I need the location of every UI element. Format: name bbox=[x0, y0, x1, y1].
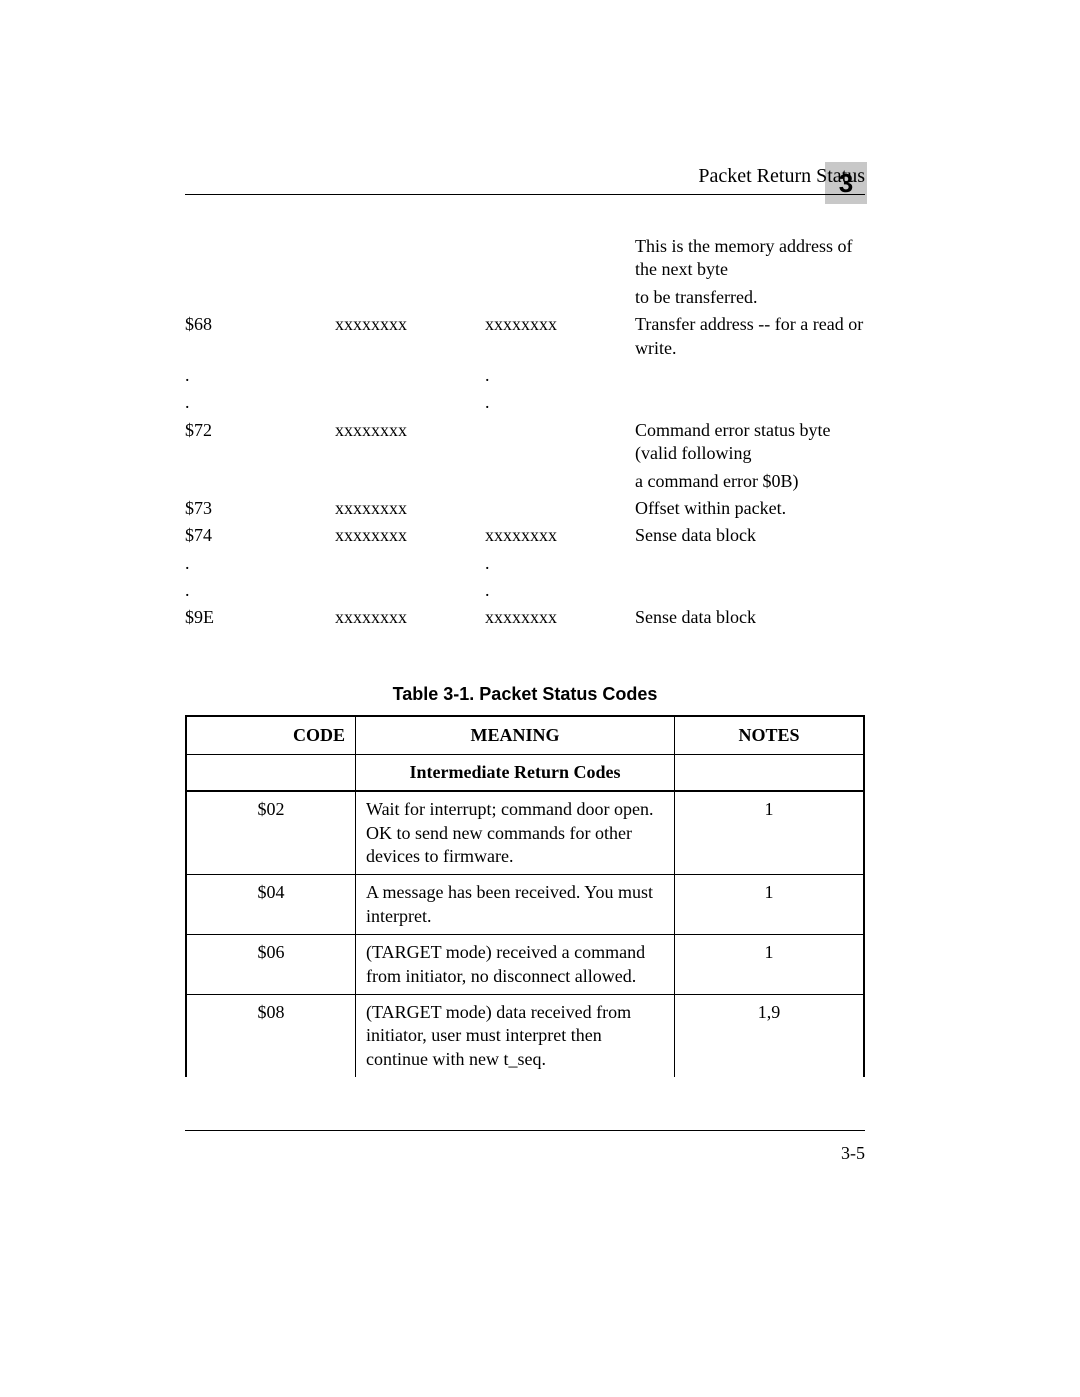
packet-offset-table: This is the memory address of the next b… bbox=[185, 235, 865, 634]
upper-cell-c3: xxxxxxxx bbox=[485, 606, 635, 633]
upper-cell-c4: Offset within packet. bbox=[635, 497, 865, 524]
upper-cell-c2 bbox=[335, 391, 485, 418]
upper-cell-c1: $73 bbox=[185, 497, 335, 524]
upper-cell-c4 bbox=[635, 552, 865, 579]
upper-cell-c2 bbox=[335, 579, 485, 606]
upper-cell-c4: This is the memory address of the next b… bbox=[635, 235, 865, 286]
upper-cell-c4 bbox=[635, 364, 865, 391]
upper-cell-c3: xxxxxxxx bbox=[485, 524, 635, 551]
codes-cell-notes: 1 bbox=[675, 875, 864, 935]
packet-status-codes-table: CODE MEANING NOTES Intermediate Return C… bbox=[185, 715, 865, 1077]
upper-row: to be transferred. bbox=[185, 286, 865, 313]
upper-cell-c1: $74 bbox=[185, 524, 335, 551]
upper-cell-c3 bbox=[485, 286, 635, 313]
upper-row: $74xxxxxxxxxxxxxxxxSense data block bbox=[185, 524, 865, 551]
codes-cell-meaning: A message has been received. You must in… bbox=[356, 875, 675, 935]
upper-cell-c2: xxxxxxxx bbox=[335, 313, 485, 364]
upper-cell-c1: . bbox=[185, 552, 335, 579]
upper-row: $72xxxxxxxx Command error status byte (va… bbox=[185, 419, 865, 470]
codes-row: $04A message has been received. You must… bbox=[186, 875, 864, 935]
codes-cell-notes: 1 bbox=[675, 935, 864, 995]
upper-cell-c4: Transfer address -- for a read or write. bbox=[635, 313, 865, 364]
upper-cell-c1: $68 bbox=[185, 313, 335, 364]
codes-cell-meaning: (TARGET mode) received a command from in… bbox=[356, 935, 675, 995]
upper-row: .. bbox=[185, 579, 865, 606]
page-title: Packet Return Status bbox=[698, 165, 865, 188]
upper-cell-c3 bbox=[485, 235, 635, 286]
upper-cell-c2 bbox=[335, 235, 485, 286]
upper-cell-c2 bbox=[335, 286, 485, 313]
codes-cell-notes: 1 bbox=[675, 791, 864, 875]
upper-cell-c3: xxxxxxxx bbox=[485, 313, 635, 364]
upper-cell-c2 bbox=[335, 364, 485, 391]
upper-row: .. bbox=[185, 391, 865, 418]
upper-cell-c2 bbox=[335, 552, 485, 579]
col-header-code: CODE bbox=[186, 716, 356, 755]
upper-cell-c1: $9E bbox=[185, 606, 335, 633]
upper-cell-c4: a command error $0B) bbox=[635, 470, 865, 497]
upper-cell-c1: . bbox=[185, 391, 335, 418]
codes-cell-meaning: (TARGET mode) data received from initiat… bbox=[356, 994, 675, 1077]
codes-section-row: Intermediate Return Codes bbox=[186, 754, 864, 791]
upper-row: .. bbox=[185, 552, 865, 579]
codes-row: $08(TARGET mode) data received from init… bbox=[186, 994, 864, 1077]
codes-cell-code: $02 bbox=[186, 791, 356, 875]
page-header: Packet Return Status bbox=[185, 165, 865, 195]
upper-row: $9ExxxxxxxxxxxxxxxxSense data block bbox=[185, 606, 865, 633]
upper-row: a command error $0B) bbox=[185, 470, 865, 497]
section-blank-right bbox=[675, 754, 864, 791]
upper-cell-c3 bbox=[485, 470, 635, 497]
codes-cell-notes: 1,9 bbox=[675, 994, 864, 1077]
upper-cell-c4: Command error status byte (valid followi… bbox=[635, 419, 865, 470]
section-label: Intermediate Return Codes bbox=[356, 754, 675, 791]
codes-cell-meaning: Wait for interrupt; command door open. O… bbox=[356, 791, 675, 875]
upper-cell-c1 bbox=[185, 235, 335, 286]
upper-cell-c2: xxxxxxxx bbox=[335, 524, 485, 551]
upper-row: .. bbox=[185, 364, 865, 391]
upper-cell-c1: $72 bbox=[185, 419, 335, 470]
upper-cell-c4: Sense data block bbox=[635, 524, 865, 551]
upper-cell-c3: . bbox=[485, 579, 635, 606]
upper-cell-c2 bbox=[335, 470, 485, 497]
upper-cell-c1 bbox=[185, 286, 335, 313]
col-header-meaning: MEANING bbox=[356, 716, 675, 755]
upper-cell-c4 bbox=[635, 579, 865, 606]
codes-table-caption: Table 3-1. Packet Status Codes bbox=[185, 684, 865, 705]
codes-row: $02Wait for interrupt; command door open… bbox=[186, 791, 864, 875]
upper-row: $68xxxxxxxxxxxxxxxxTransfer address -- f… bbox=[185, 313, 865, 364]
upper-cell-c1 bbox=[185, 470, 335, 497]
codes-row: $06(TARGET mode) received a command from… bbox=[186, 935, 864, 995]
upper-cell-c2: xxxxxxxx bbox=[335, 497, 485, 524]
codes-cell-code: $06 bbox=[186, 935, 356, 995]
page-content: Packet Return Status This is the memory … bbox=[185, 165, 865, 1077]
codes-cell-code: $04 bbox=[186, 875, 356, 935]
upper-cell-c2: xxxxxxxx bbox=[335, 606, 485, 633]
upper-cell-c4 bbox=[635, 391, 865, 418]
upper-row: $73xxxxxxxx Offset within packet. bbox=[185, 497, 865, 524]
upper-cell-c2: xxxxxxxx bbox=[335, 419, 485, 470]
page-footer: 3-5 bbox=[185, 1130, 865, 1164]
upper-cell-c3: . bbox=[485, 391, 635, 418]
upper-cell-c3: . bbox=[485, 364, 635, 391]
section-blank-left bbox=[186, 754, 356, 791]
upper-cell-c1: . bbox=[185, 579, 335, 606]
codes-cell-code: $08 bbox=[186, 994, 356, 1077]
upper-cell-c3 bbox=[485, 419, 635, 470]
upper-cell-c3 bbox=[485, 497, 635, 524]
upper-cell-c4: to be transferred. bbox=[635, 286, 865, 313]
upper-cell-c4: Sense data block bbox=[635, 606, 865, 633]
codes-header-row: CODE MEANING NOTES bbox=[186, 716, 864, 755]
page-number: 3-5 bbox=[841, 1143, 865, 1163]
upper-row: This is the memory address of the next b… bbox=[185, 235, 865, 286]
col-header-notes: NOTES bbox=[675, 716, 864, 755]
upper-cell-c3: . bbox=[485, 552, 635, 579]
upper-cell-c1: . bbox=[185, 364, 335, 391]
